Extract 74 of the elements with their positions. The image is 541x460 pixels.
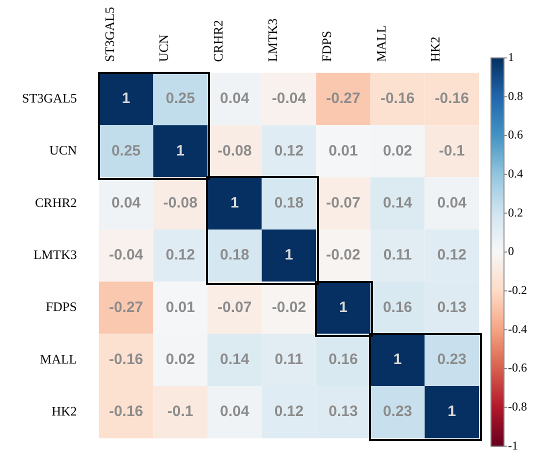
y-tick-label: UCN [49, 142, 78, 158]
data-label: -0.1 [167, 403, 194, 420]
data-label: 0.04 [220, 90, 250, 108]
y-tick-label: MALL [40, 351, 77, 366]
data-label: -0.07 [218, 298, 252, 316]
data-label: -0.16 [108, 351, 144, 368]
data-label: 0.16 [328, 351, 358, 368]
color-bar-label: 0.8 [508, 88, 523, 103]
data-label: 0.04 [437, 194, 468, 212]
color-bar-label: -1 [508, 438, 518, 452]
data-label: 0.01 [328, 142, 358, 160]
data-label: 0.11 [274, 351, 304, 368]
data-label: 0.25 [111, 142, 141, 160]
y-tick-label: CRHR2 [34, 194, 77, 210]
data-label: -0.08 [218, 142, 252, 160]
x-tick-label: LMTK3 [264, 18, 280, 62]
color-bar-label: 0 [508, 244, 514, 258]
data-label: 0.12 [274, 142, 304, 160]
data-label: 0.23 [382, 403, 412, 420]
data-label: 0.23 [437, 351, 466, 368]
data-label: 1 [176, 142, 185, 160]
data-label: 1 [284, 246, 294, 264]
data-label: 0.18 [220, 246, 250, 264]
data-label: -0.1 [438, 142, 465, 160]
data-label: 0.13 [437, 298, 466, 316]
data-label: 0.01 [166, 298, 195, 316]
data-label: 1 [230, 194, 239, 212]
data-label: -0.16 [108, 403, 144, 420]
data-label: -0.27 [326, 90, 360, 108]
color-bar-label: 0.2 [508, 205, 523, 220]
x-tick-label: FDPS [319, 30, 334, 62]
x-tick-label: ST3GAL5 [102, 7, 117, 62]
data-label: 0.12 [166, 246, 195, 264]
x-tick-label: UCN [156, 34, 172, 62]
y-tick-label: HK2 [52, 404, 77, 419]
color-bar-label: -0.6 [508, 360, 527, 375]
data-label: 1 [122, 90, 130, 108]
data-label: -0.16 [380, 90, 415, 108]
data-label: 0.04 [111, 194, 142, 212]
data-label: -0.08 [163, 194, 198, 212]
x-tick-label: HK2 [428, 36, 443, 62]
color-bar-label: -0.4 [508, 322, 527, 336]
data-label: 0.12 [274, 403, 304, 420]
data-label: 0.13 [328, 403, 358, 420]
color-bar-label: 1 [508, 50, 514, 64]
data-label: 0.14 [382, 194, 413, 212]
data-label: 1 [339, 298, 348, 316]
data-label: 0.25 [166, 90, 195, 108]
data-label: -0.27 [108, 298, 144, 316]
y-tick-label: LMTK3 [34, 246, 77, 262]
data-label: 0.16 [382, 298, 412, 316]
data-label: -0.02 [272, 298, 306, 316]
color-bar-label: -0.8 [508, 400, 527, 414]
data-label: -0.04 [272, 90, 307, 108]
y-tick-label: ST3GAL5 [22, 90, 77, 106]
data-label: -0.02 [326, 246, 360, 264]
data-label: -0.16 [434, 90, 469, 108]
data-label: 1 [448, 403, 456, 420]
y-tick-label: FDPS [46, 299, 77, 314]
data-label: 0.11 [383, 246, 412, 264]
data-label: 0.14 [220, 351, 250, 368]
data-label: 0.02 [382, 142, 412, 160]
x-tick-label: MALL [373, 25, 388, 62]
data-label: -0.04 [108, 246, 144, 264]
color-bar-label: 0.4 [508, 166, 523, 181]
data-label: -0.07 [326, 194, 360, 212]
data-label: 0.12 [437, 246, 466, 264]
data-label: 0.04 [220, 403, 250, 420]
color-bar-label: 0.6 [508, 128, 523, 142]
data-label: 0.18 [274, 194, 304, 212]
data-label: 1 [393, 351, 402, 368]
x-tick-label: CRHR2 [210, 20, 226, 62]
data-label: 0.02 [166, 351, 195, 368]
color-bar-label: -0.2 [508, 283, 527, 298]
